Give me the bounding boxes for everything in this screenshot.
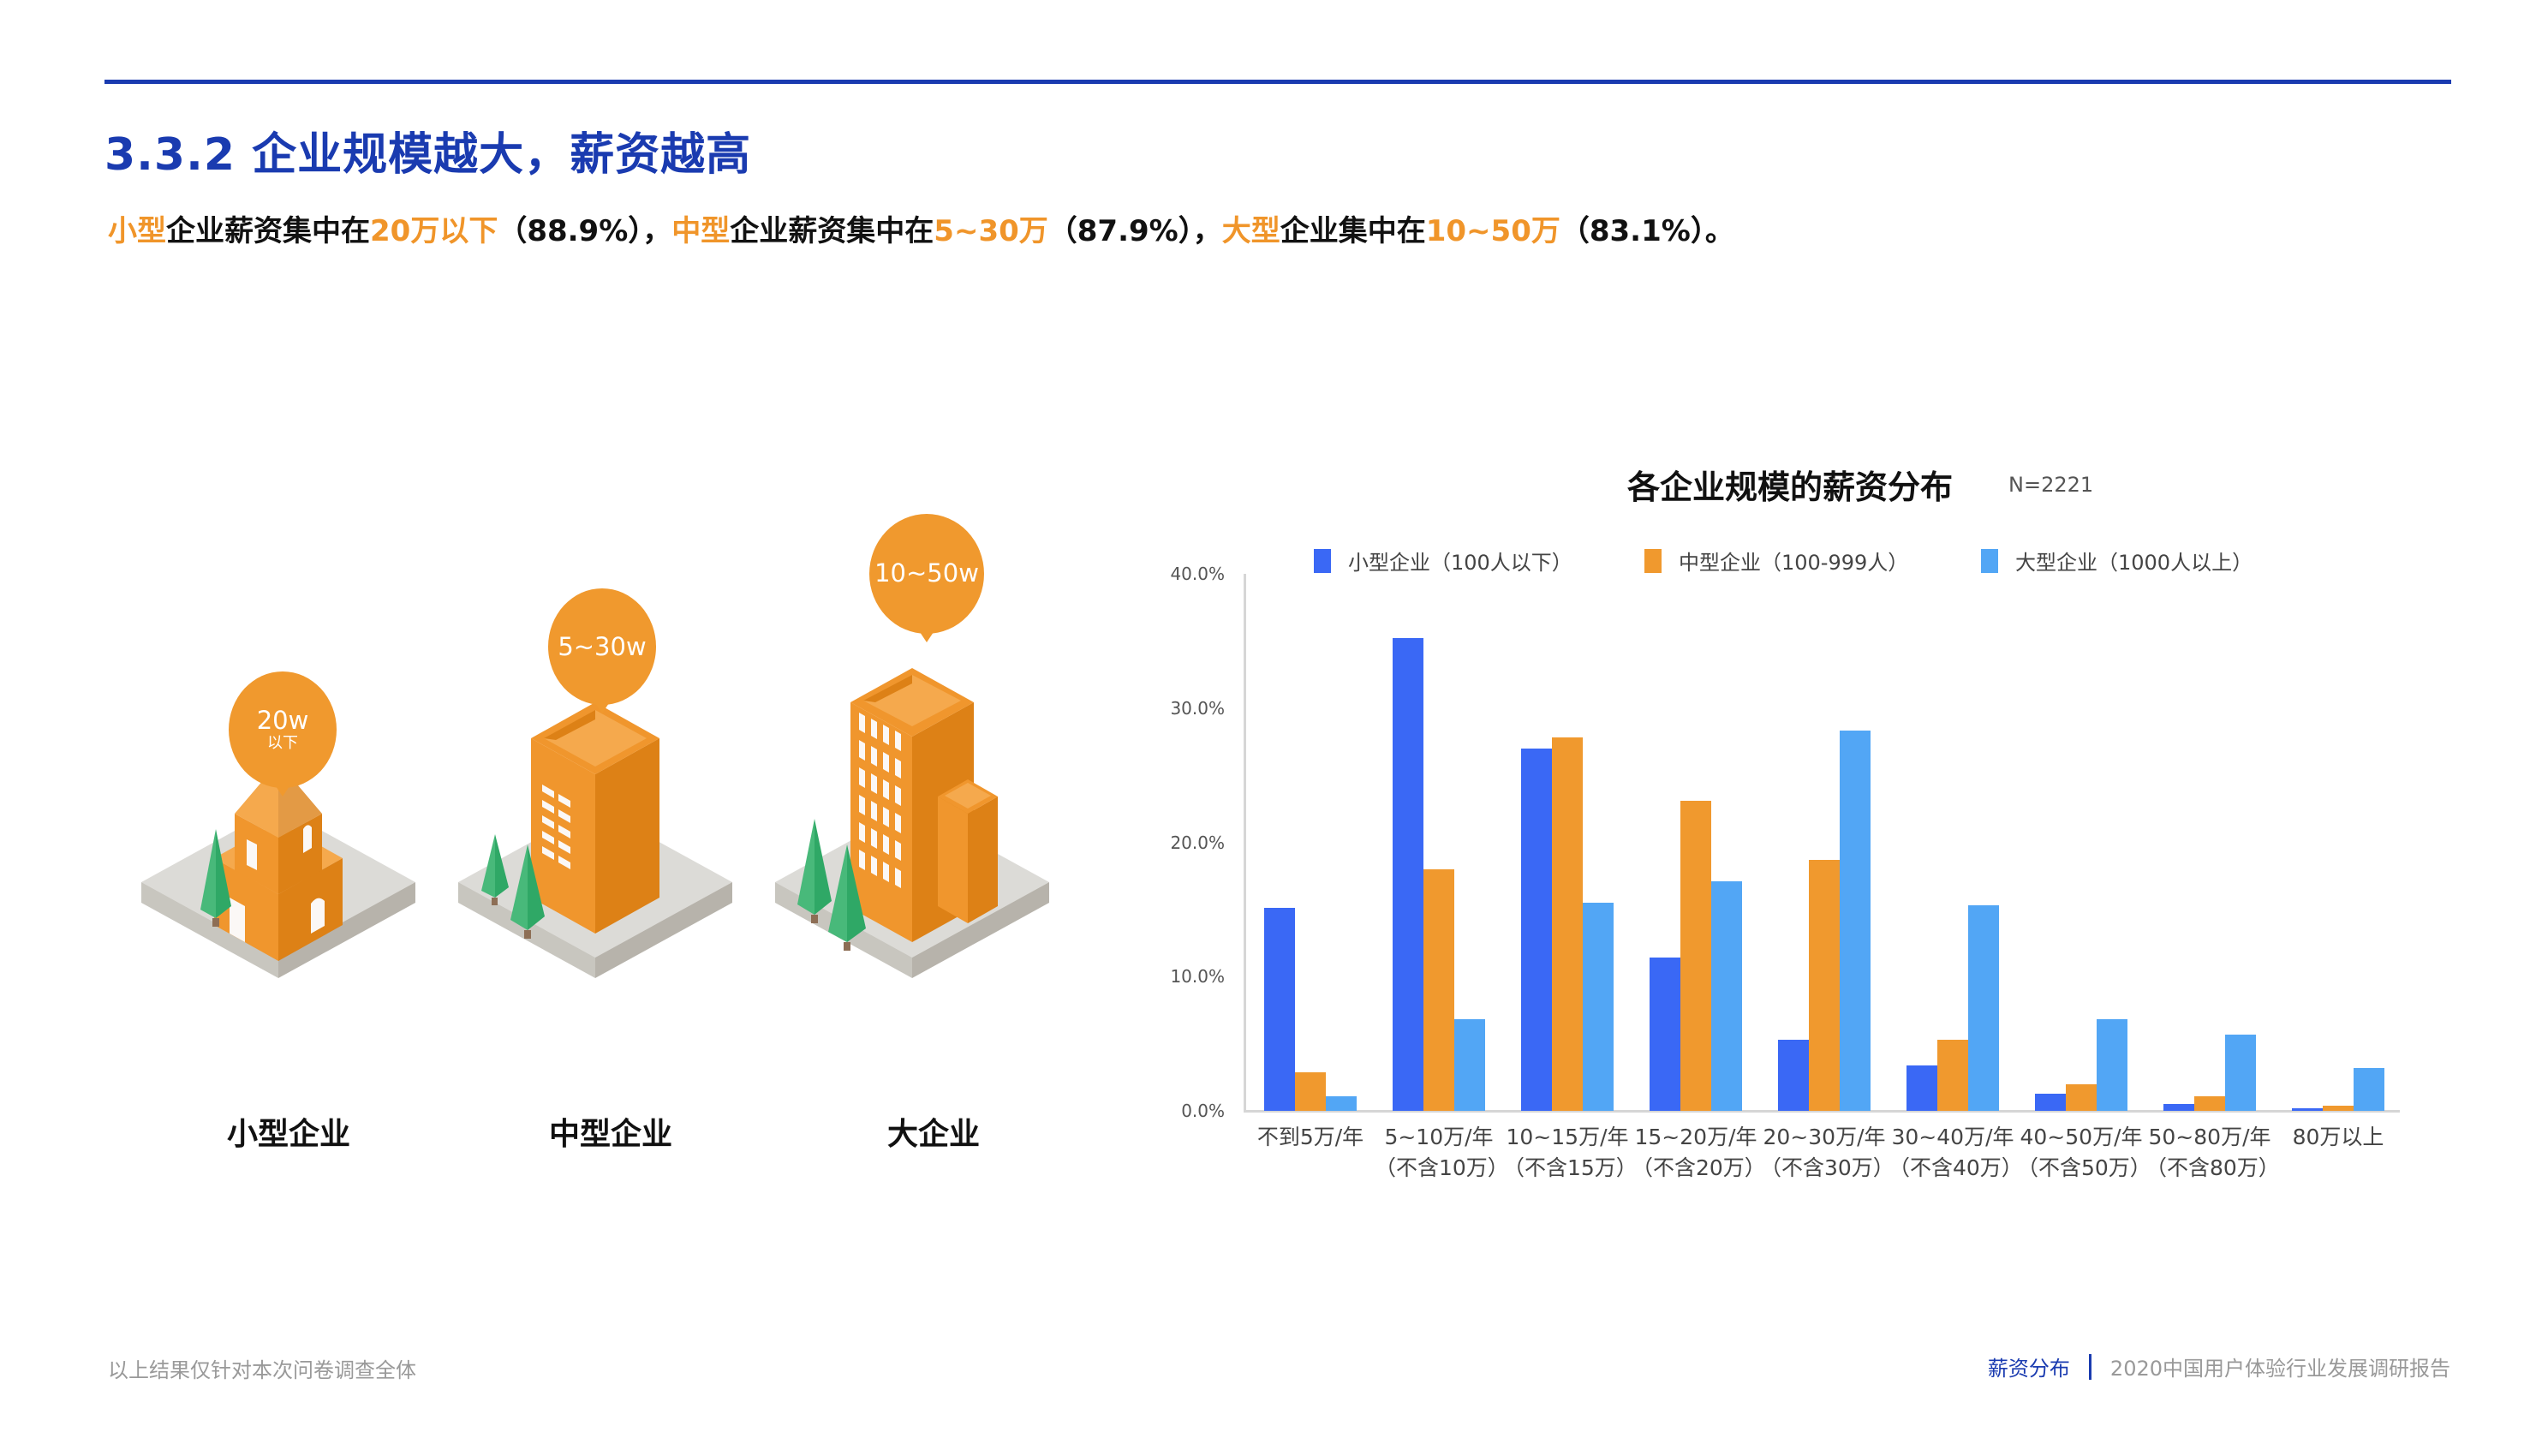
bar-small [1650,958,1680,1111]
bar-small [1264,908,1295,1111]
enterprise-label-medium: 中型企业 [548,1117,673,1152]
bar-small [1906,1065,1937,1111]
bar-large [2225,1034,2256,1111]
bar-large [1583,903,1614,1111]
bubble-text-large: 10~50w [874,558,979,588]
enterprise-label-large: 大企业 [886,1117,981,1152]
x-axis [1244,1110,2400,1113]
footer-divider [2088,1353,2091,1380]
bar-large [1454,1019,1485,1111]
legend-item-large: 大型企业（1000人以上） [1981,546,2253,576]
salary-bubble-medium [548,588,656,713]
x-tick-label: 10~15万/年 （不含15万） [1503,1125,1638,1180]
subtitle-highlight: 大型 [1221,214,1280,248]
footer-section: 薪资分布 [1987,1357,2070,1381]
page-subtitle: 小型企业薪资集中在20万以下（88.9%），中型企业薪资集中在5~30万（87.… [108,207,1734,249]
bar-medium [1552,737,1583,1111]
bar-large [1711,880,1742,1111]
salary-bubble-large [869,514,984,642]
bar-small [2163,1104,2194,1111]
sample-size: N=2221 [2008,473,2094,497]
x-tick-label: 5~10万/年 （不含10万） [1375,1125,1509,1180]
bar-medium [1680,800,1711,1111]
bubble-text-medium: 5~30w [558,632,647,661]
page-title: 3.3.2 企业规模越大，薪资越高 [104,129,752,181]
y-tick-label: 20.0% [1170,832,1225,853]
y-tick-label: 10.0% [1170,966,1225,988]
subtitle-highlight: 中型 [671,214,731,248]
x-tick-label: 80万以上 [2292,1125,2384,1149]
bar-small [1778,1039,1809,1111]
bar-medium [1423,868,1454,1111]
enterprise-label-small: 小型企业 [226,1117,351,1152]
subtitle-text: 企业薪资集中在 [166,214,370,248]
subtitle-text: （83.1%）。 [1560,214,1734,248]
bar-small [2035,1093,2066,1111]
x-tick-label: 30~40万/年 （不含40万） [1889,1125,2023,1180]
legend-swatch-medium [1644,548,1662,573]
subtitle-highlight: 20万以下 [370,214,498,248]
footer-meta: 薪资分布 2020中国用户体验行业发展调研报告 [1988,1352,2450,1381]
bar-medium [2323,1105,2354,1111]
x-tick-label: 50~80万/年 （不含80万） [2145,1125,2280,1180]
subtitle-text: （87.9%）， [1047,214,1222,248]
bar-large [2097,1019,2127,1111]
subtitle-text: 企业薪资集中在 [730,214,934,248]
bubble-text-small: 20w 以下 [256,706,309,752]
bar-small [1521,748,1552,1111]
header-rule [104,80,2451,84]
x-tick-label: 40~50万/年 （不含50万） [2017,1125,2151,1180]
y-tick-label: 30.0% [1170,697,1225,719]
legend-item-small: 小型企业（100人以下） [1314,546,1572,576]
legend-swatch-small [1314,548,1331,573]
bar-medium [1295,1071,1326,1111]
legend-item-medium: 中型企业（100-999人） [1644,546,1908,576]
subtitle-text: 企业集中在 [1280,214,1426,248]
bar-large [1326,1095,1357,1111]
subtitle-text: （88.9%）， [498,214,672,248]
enterprise-illustration: 20w 以下 5~30w 10~50w 小型企业 中型企业 大企业 [128,514,1113,1165]
footer-report-title: 2020中国用户体验行业发展调研报告 [2109,1357,2450,1381]
legend-swatch-large [1981,548,1998,573]
medium-building-icon [458,702,732,978]
small-building-icon [141,762,415,978]
y-axis [1244,574,1246,1112]
x-tick-label: 15~20万/年 （不含20万） [1632,1125,1766,1180]
subtitle-highlight: 10~50万 [1425,214,1560,248]
large-building-icon [775,668,1049,978]
bar-medium [2194,1095,2225,1111]
subtitle-highlight: 5~30万 [934,214,1048,248]
bar-large [1840,731,1871,1111]
y-tick-label: 0.0% [1181,1101,1225,1121]
footer-note: 以上结果仅针对本次问卷调查全体 [108,1358,416,1382]
bar-small [2292,1107,2323,1111]
bar-medium [1809,859,1840,1111]
subtitle-highlight: 小型 [108,214,166,248]
x-tick-label: 20~30万/年 （不含30万） [1760,1125,1895,1180]
bar-large [1968,905,1999,1111]
salary-bubble-small [229,671,337,797]
chart-title: 各企业规模的薪资分布 [1627,468,1954,506]
bar-small [1393,638,1423,1111]
bar-medium [2066,1083,2097,1111]
bar-medium [1937,1039,1968,1111]
y-tick-label: 40.0% [1170,564,1225,584]
x-tick-label: 不到5万/年 [1256,1125,1364,1149]
bar-large [2354,1067,2384,1111]
